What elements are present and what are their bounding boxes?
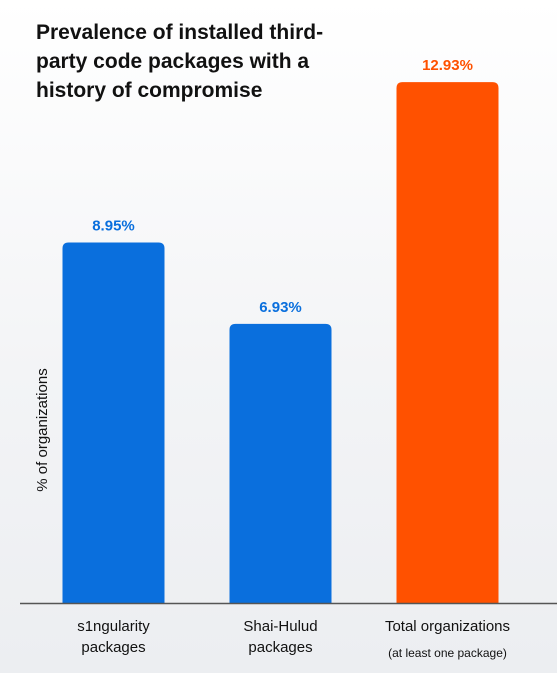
bar-1 [229, 323, 332, 603]
category-label-2: Total organizations [385, 618, 510, 635]
category-label-1: packages [248, 639, 312, 656]
category-sublabel-2: (at least one package) [388, 646, 507, 660]
value-label-1: 6.93% [259, 299, 302, 316]
chart-title-line: party code packages with a [36, 50, 309, 73]
bars-group: 8.95% 6.93% 12.93% [62, 57, 499, 604]
category-label-0: s1ngularity [77, 618, 150, 635]
value-label-2: 12.93% [422, 57, 473, 74]
category-label-1: Shai-Hulud [243, 618, 317, 635]
bar-2 [396, 82, 499, 604]
bar-0 [62, 242, 165, 603]
category-label-0: packages [81, 639, 145, 656]
chart-title-line: Prevalence of installed third- [36, 21, 323, 44]
chart-title: Prevalence of installed third-party code… [36, 21, 323, 102]
chart-title-line: history of compromise [36, 79, 262, 102]
y-axis-label: % of organizations [34, 368, 51, 491]
x-axis-labels: s1ngularity packages Shai-Hulud packages Tot… [77, 618, 510, 660]
value-label-0: 8.95% [92, 217, 135, 234]
